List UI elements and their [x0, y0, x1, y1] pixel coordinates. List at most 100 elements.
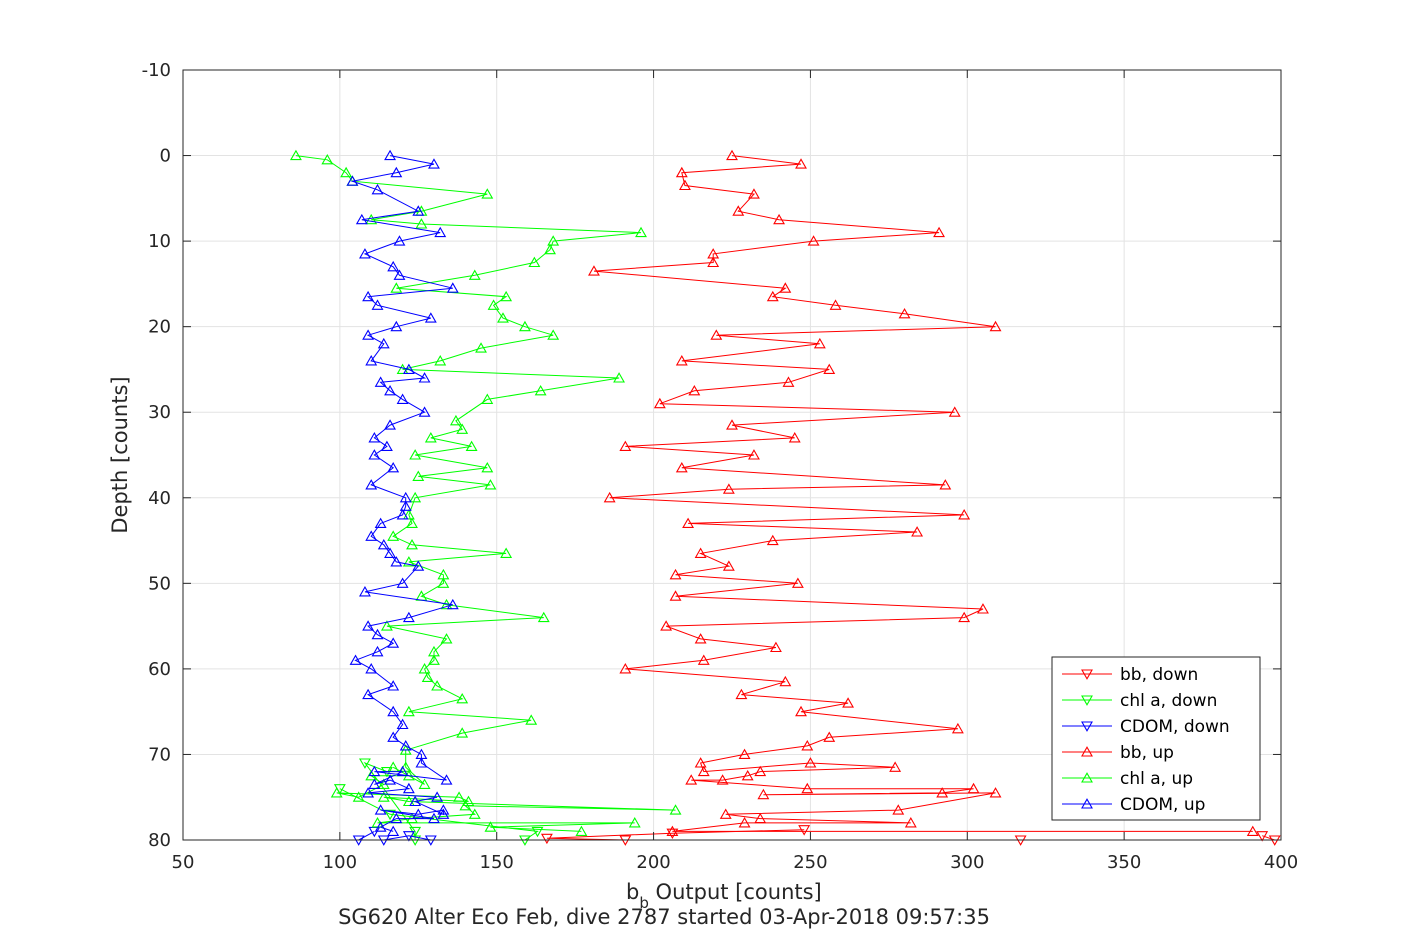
- y-tick-label: 0: [160, 146, 171, 167]
- data-point-chl-a-up: [380, 620, 393, 631]
- data-point-cdom-up: [412, 205, 425, 216]
- data-point-chl-a-up: [428, 654, 440, 665]
- legend-marker: [1081, 772, 1093, 783]
- data-point-bb-up: [726, 419, 738, 430]
- data-point-chl-a-up: [456, 692, 469, 704]
- data-point-bb-up: [754, 765, 767, 777]
- data-point-chl-a-up: [519, 320, 531, 332]
- data-point-bb-up: [936, 787, 949, 798]
- data-point-chl-a-up: [418, 663, 431, 674]
- y-tick-label: 20: [148, 317, 171, 338]
- data-point-bb-up: [669, 568, 682, 580]
- data-point-cdom-up: [393, 235, 406, 246]
- data-point-chl-a-up: [635, 226, 647, 238]
- legend-label: CDOM, down: [1120, 717, 1230, 737]
- data-point-bb-up: [710, 329, 723, 340]
- data-point-bb-up: [933, 226, 945, 238]
- data-point-cdom-up: [371, 183, 384, 195]
- x-tick-label: 300: [950, 852, 984, 873]
- data-point-bb-up: [719, 808, 732, 819]
- data-point-bb-up: [653, 397, 666, 409]
- data-point-chl-a-up: [468, 269, 481, 280]
- data-point-cdom-up: [412, 808, 425, 819]
- data-point-bb-up: [694, 547, 707, 558]
- legend-label: bb, up: [1120, 743, 1174, 763]
- data-point-cdom-up: [402, 782, 415, 794]
- data-point-chl-a-up: [487, 299, 500, 310]
- data-point-cdom-up: [390, 556, 403, 567]
- legend: bb, down chl a, down CDOM, down bb, up chl a…: [1051, 656, 1261, 821]
- data-point-bb-up: [911, 526, 924, 537]
- y-tick-label: 40: [148, 488, 171, 509]
- data-point-bb-up: [675, 166, 688, 178]
- data-point-chl-a-up: [456, 727, 469, 738]
- data-point-bb-up: [666, 825, 679, 836]
- x-tick-label: 400: [1264, 852, 1298, 873]
- data-point-chl-a-up: [547, 329, 560, 340]
- legend-marker: [1081, 746, 1093, 757]
- data-point-bb-up: [722, 560, 735, 571]
- data-point-bb-up: [823, 731, 836, 742]
- data-point-bb-up: [688, 384, 701, 396]
- data-point-cdom-up: [384, 547, 396, 558]
- data-point-cdom-up: [377, 337, 390, 349]
- data-point-cdom-up: [362, 290, 375, 302]
- data-point-cdom-up: [396, 577, 409, 588]
- data-point-chl-a-up: [500, 290, 513, 302]
- data-point-bb-up: [748, 449, 760, 460]
- data-point-bb-up: [977, 603, 989, 614]
- data-point-cdom-up: [402, 611, 415, 623]
- series-line-chl-a-up: [295, 155, 676, 832]
- data-point-cdom-up: [368, 765, 381, 777]
- data-point-cdom-up: [396, 509, 409, 520]
- data-point-cdom-down: [368, 826, 381, 838]
- data-point-cdom-up: [396, 765, 409, 777]
- legend-marker: [1081, 669, 1093, 680]
- ticks: 50 100 150 200 250 300 350 400 -10 0 10 20 30 40 50 60 7…: [142, 60, 1299, 873]
- data-point-chl-a-up: [481, 461, 494, 473]
- data-point-cdom-up: [428, 158, 440, 169]
- data-point-cdom-up: [384, 419, 396, 430]
- legend-label: chl a, up: [1120, 769, 1193, 789]
- data-point-cdom-up: [368, 432, 381, 443]
- series-cdom-up: [346, 149, 459, 836]
- data-point-bb-up: [738, 748, 751, 759]
- data-point-cdom-up: [446, 598, 459, 610]
- data-point-cdom-up: [415, 748, 428, 759]
- y-tick-label: 30: [148, 402, 171, 423]
- data-point-cdom-up: [362, 688, 375, 700]
- data-point-bb-up: [823, 363, 836, 374]
- data-point-cdom-up: [393, 269, 406, 280]
- legend-items: bb, down chl a, down CDOM, down bb, up chl a…: [1062, 665, 1230, 815]
- data-point-chl-a-up: [475, 342, 487, 353]
- legend-label: bb, down: [1120, 665, 1198, 685]
- data-point-chl-a-up: [468, 808, 481, 819]
- x-tick-label: 250: [793, 852, 827, 873]
- data-point-bb-up: [735, 688, 748, 700]
- data-point-cdom-up: [365, 530, 378, 541]
- data-point-cdom-up: [418, 406, 431, 417]
- x-tick-label: 100: [323, 852, 357, 873]
- data-point-chl-a-up: [421, 671, 434, 682]
- legend-item-cdom-up: CDOM, up: [1062, 795, 1205, 815]
- data-point-cdom-up: [440, 774, 453, 785]
- series-layer: [289, 149, 1281, 846]
- data-point-cdom-up: [371, 645, 384, 657]
- data-point-bb-up: [842, 697, 855, 708]
- data-point-chl-a-up: [534, 384, 547, 396]
- data-point-bb-up: [694, 633, 707, 644]
- data-point-chl-a-up: [462, 795, 475, 807]
- data-point-cdom-up: [399, 500, 412, 511]
- x-axis-label-subscript: b: [639, 894, 649, 912]
- legend-label: chl a, down: [1120, 691, 1217, 711]
- data-point-bb-up: [1246, 825, 1259, 836]
- y-tick-label: 10: [148, 231, 171, 252]
- y-tick-label: 70: [148, 744, 171, 765]
- data-point-bb-up: [904, 817, 917, 828]
- data-point-cdom-up: [387, 825, 400, 836]
- data-point-chl-a-up: [402, 705, 415, 717]
- data-point-bb-up: [801, 740, 814, 751]
- data-point-bb-up: [694, 757, 707, 768]
- data-point-cdom-up: [412, 560, 425, 571]
- data-point-bb-up: [795, 158, 807, 169]
